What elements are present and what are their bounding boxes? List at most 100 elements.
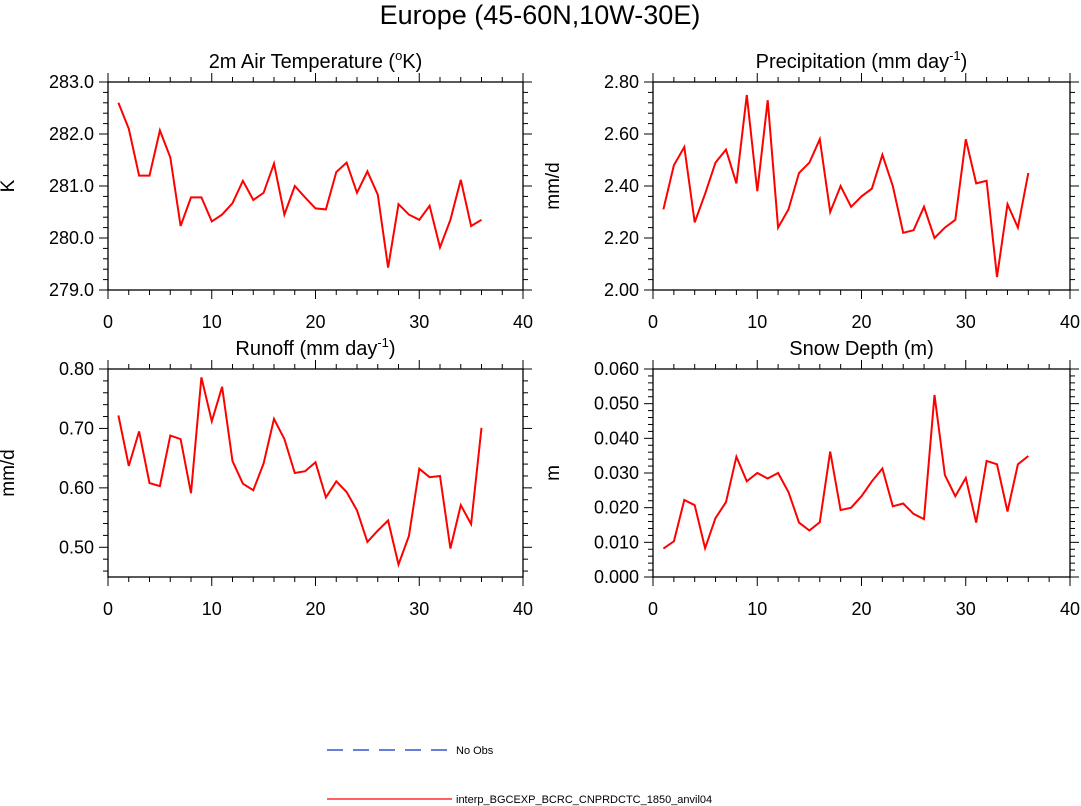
data-point xyxy=(975,182,978,185)
panel-title-main: Precipitation (mm day xyxy=(756,51,949,73)
data-point xyxy=(881,153,884,156)
data-point xyxy=(376,193,379,196)
panel-title-superscript: o xyxy=(395,48,402,63)
data-point xyxy=(376,529,379,532)
data-point xyxy=(818,521,821,524)
panel-1: 2m Air Temperature (oK) 0 10 20 30 40 279.0 280… xyxy=(0,48,533,332)
x-tick-label: 30 xyxy=(956,312,976,332)
data-point xyxy=(241,179,244,182)
data-point xyxy=(745,480,748,483)
data-point xyxy=(797,172,800,175)
data-point xyxy=(293,472,296,475)
y-tick-label: 281.0 xyxy=(49,176,94,196)
data-point xyxy=(304,196,307,199)
data-point xyxy=(169,434,172,437)
data-point xyxy=(933,237,936,240)
data-point xyxy=(324,496,327,499)
data-point xyxy=(1006,510,1009,513)
panel-4: Snow Depth (m) 0 10 20 30 40 0.000 0.010 0.020 0.… xyxy=(543,338,1080,619)
data-point xyxy=(912,229,915,232)
data-point xyxy=(996,463,999,466)
data-point xyxy=(262,462,265,465)
data-point xyxy=(190,196,193,199)
data-point xyxy=(724,148,727,151)
y-tick-label: 2.20 xyxy=(604,228,639,248)
data-point xyxy=(324,208,327,211)
data-point xyxy=(912,512,915,515)
data-point xyxy=(1016,463,1019,466)
data-point xyxy=(418,218,421,221)
y-tick-label: 0.030 xyxy=(594,463,639,483)
x-tick-label: 20 xyxy=(305,312,325,332)
panel-title-main: Snow Depth (m) xyxy=(789,338,934,360)
data-point xyxy=(470,523,473,526)
y-axis-label: mm/d xyxy=(0,449,19,497)
data-point xyxy=(169,156,172,159)
data-point xyxy=(662,208,665,211)
y-tick-label: 0.80 xyxy=(59,359,94,379)
series-line-1 xyxy=(117,377,483,568)
y-axis-label: K xyxy=(0,179,19,192)
x-tick-label: 20 xyxy=(851,599,871,619)
data-point xyxy=(314,461,317,464)
data-point xyxy=(745,94,748,97)
y-tick-label: 2.00 xyxy=(604,280,639,300)
data-point xyxy=(766,477,769,480)
x-tick-label: 40 xyxy=(1060,599,1080,619)
data-point xyxy=(158,129,161,132)
y-tick-label: 0.060 xyxy=(594,359,639,379)
x-tick-label: 40 xyxy=(513,312,533,332)
data-point xyxy=(954,495,957,498)
data-point xyxy=(683,146,686,149)
data-point xyxy=(428,476,431,479)
panel-title-superscript: -1 xyxy=(377,335,389,350)
data-point xyxy=(704,547,707,550)
data-point xyxy=(787,208,790,211)
y-tick-label: 2.60 xyxy=(604,124,639,144)
data-point xyxy=(839,509,842,512)
data-point xyxy=(221,385,224,388)
y-tick-label: 283.0 xyxy=(49,72,94,92)
data-point xyxy=(964,476,967,479)
data-point xyxy=(179,225,182,228)
data-point xyxy=(797,521,800,524)
data-point xyxy=(293,185,296,188)
data-point xyxy=(127,464,130,467)
plot-frame xyxy=(107,81,524,291)
series-line-1 xyxy=(117,102,483,268)
y-tick-label: 2.80 xyxy=(604,72,639,92)
plot-frame xyxy=(652,81,1071,291)
data-point xyxy=(117,101,120,104)
data-point xyxy=(724,501,727,504)
legend: No Obs interp_BGCEXP_BCRC_CNPRDCTC_1850_a… xyxy=(327,745,712,806)
data-point xyxy=(262,191,265,194)
x-tick-label: 30 xyxy=(409,599,429,619)
data-point xyxy=(756,190,759,193)
data-point xyxy=(273,162,276,165)
data-point xyxy=(923,518,926,521)
data-point xyxy=(933,394,936,397)
data-point xyxy=(480,426,483,429)
x-tick-label: 0 xyxy=(648,312,658,332)
y-tick-label: 0.040 xyxy=(594,428,639,448)
data-point xyxy=(304,470,307,473)
data-point xyxy=(704,192,707,195)
x-tick-label: 30 xyxy=(409,312,429,332)
data-point xyxy=(683,499,686,502)
data-point xyxy=(964,138,967,141)
data-point xyxy=(954,218,957,221)
data-point xyxy=(829,450,832,453)
data-point xyxy=(439,474,442,477)
y-tick-label: 0.000 xyxy=(594,567,639,587)
data-point xyxy=(210,420,213,423)
data-point xyxy=(439,246,442,249)
figure-title: Europe (45-60N,10W-30E) xyxy=(380,0,701,30)
y-tick-label: 0.60 xyxy=(59,478,94,498)
series-line-1 xyxy=(662,94,1030,278)
data-point xyxy=(252,489,255,492)
data-point xyxy=(860,495,863,498)
data-point xyxy=(366,540,369,543)
data-point xyxy=(902,231,905,234)
data-point xyxy=(756,472,759,475)
